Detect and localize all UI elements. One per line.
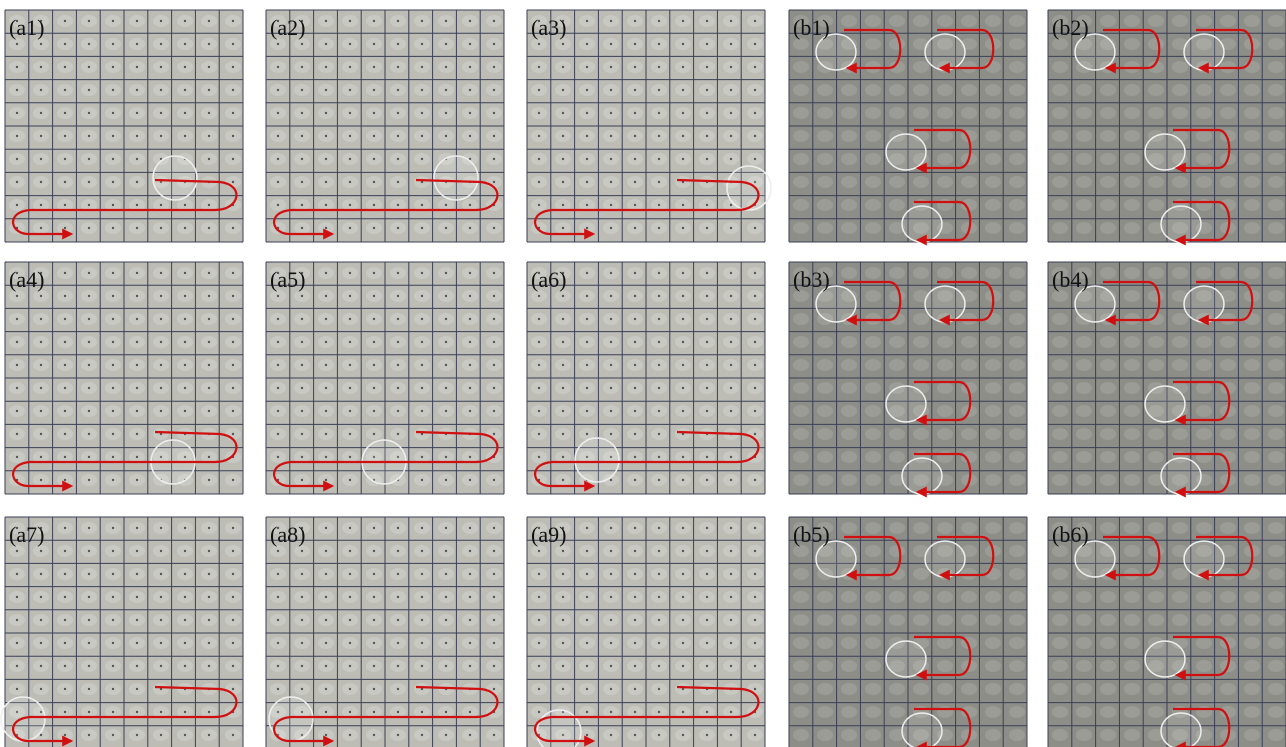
bubble (1144, 640, 1186, 678)
bubble (152, 155, 198, 201)
bubble (885, 385, 927, 423)
bubble (815, 285, 857, 323)
panel-label: (b1) (793, 15, 830, 40)
trajectory (273, 430, 499, 492)
trajectory (12, 685, 238, 747)
bubble (885, 640, 927, 678)
bubble (1160, 205, 1202, 243)
panel: (a3) (526, 9, 772, 243)
bubble (901, 205, 943, 243)
panel: (a7) (0, 516, 244, 747)
trajectory (844, 280, 902, 326)
panel-label: (b2) (1052, 15, 1089, 40)
bubble (1144, 385, 1186, 423)
trajectory (1196, 28, 1254, 74)
panel: (b2) (1047, 9, 1286, 246)
trajectory (1103, 280, 1161, 326)
bubble (1183, 33, 1225, 71)
trajectory (12, 178, 238, 240)
panel: (b3) (788, 261, 1028, 498)
panel: (a2) (265, 9, 505, 243)
trajectory (914, 200, 972, 246)
trajectory (1173, 200, 1231, 246)
bubble (901, 457, 943, 495)
panel-label: (b3) (793, 267, 830, 292)
panel: (a1) (4, 9, 244, 243)
trajectory (1103, 28, 1161, 74)
trajectory (1196, 535, 1254, 581)
trajectory (1196, 280, 1254, 326)
panel-label: (b6) (1052, 522, 1089, 547)
panel: (a5) (265, 261, 505, 495)
trajectory (1173, 128, 1231, 174)
panel: (a4) (4, 261, 244, 495)
trajectory (1173, 635, 1231, 681)
panel: (b4) (1047, 261, 1286, 498)
bubble (885, 133, 927, 171)
bubble (924, 33, 966, 71)
bubble (815, 33, 857, 71)
trajectory (273, 178, 499, 240)
bubble (924, 540, 966, 578)
bubble (1074, 540, 1116, 578)
panel-label: (a4) (9, 267, 44, 292)
bubble (815, 540, 857, 578)
bubble (536, 709, 582, 747)
trajectory (914, 635, 972, 681)
panel: (a9) (526, 516, 766, 747)
trajectory (914, 452, 972, 498)
trajectory (937, 28, 995, 74)
trajectory (1173, 380, 1231, 426)
trajectory (937, 535, 995, 581)
panel-label: (a1) (9, 15, 44, 40)
panel-label: (a5) (270, 267, 305, 292)
bubble (924, 285, 966, 323)
panel-label: (a7) (9, 522, 44, 547)
bubble (1144, 133, 1186, 171)
panel-label: (b5) (793, 522, 830, 547)
panel: (b6) (1047, 516, 1286, 747)
panel-label: (a3) (531, 15, 566, 40)
trajectory (844, 28, 902, 74)
trajectory (534, 430, 760, 492)
panel: (b5) (788, 516, 1028, 747)
trajectory (914, 380, 972, 426)
panel-label: (a6) (531, 267, 566, 292)
panel-label: (a9) (531, 522, 566, 547)
trajectory (12, 430, 238, 492)
bubble (1160, 457, 1202, 495)
panel: (a8) (265, 516, 505, 747)
trajectory (844, 535, 902, 581)
bubble (1183, 285, 1225, 323)
trajectory (914, 128, 972, 174)
bubble (901, 712, 943, 747)
trajectory (937, 280, 995, 326)
bubble (726, 165, 772, 211)
trajectory (1103, 535, 1161, 581)
panel: (a6) (526, 261, 766, 495)
panel-label: (b4) (1052, 267, 1089, 292)
bubble (574, 437, 620, 483)
bubble (433, 155, 479, 201)
bubble (1074, 285, 1116, 323)
panel-label: (a8) (270, 522, 305, 547)
bubble (1160, 712, 1202, 747)
trajectory (534, 685, 760, 747)
panel-label: (a2) (270, 15, 305, 40)
trajectory (1173, 452, 1231, 498)
bubble (1183, 540, 1225, 578)
bubble (1074, 33, 1116, 71)
panel: (b1) (788, 9, 1028, 246)
trajectory (273, 685, 499, 747)
trajectory (534, 178, 760, 240)
